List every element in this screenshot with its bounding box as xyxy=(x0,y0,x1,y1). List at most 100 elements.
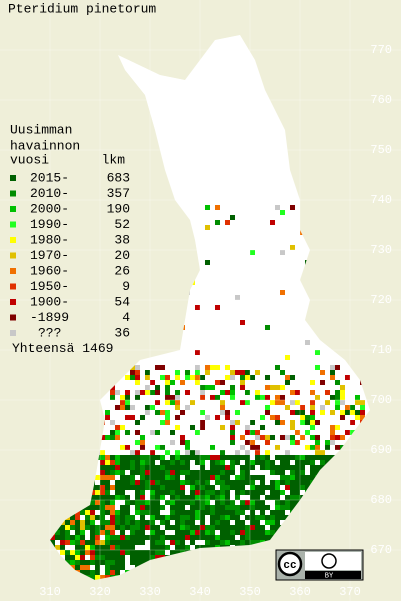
cell xyxy=(40,385,45,390)
cell xyxy=(60,565,65,570)
cell xyxy=(105,435,110,440)
cell xyxy=(245,565,250,570)
cell xyxy=(370,575,375,580)
cell xyxy=(210,475,215,480)
cell xyxy=(90,570,95,575)
cell xyxy=(225,540,230,545)
cell xyxy=(270,415,275,420)
cell xyxy=(270,495,275,500)
cell xyxy=(155,545,160,550)
cell xyxy=(115,430,120,435)
cell xyxy=(155,490,160,495)
cell xyxy=(80,475,85,480)
cell xyxy=(195,545,200,550)
cell xyxy=(220,520,225,525)
cell xyxy=(315,585,320,590)
cell xyxy=(225,535,230,540)
x-tick-label: 330 xyxy=(139,585,161,599)
cell xyxy=(185,450,190,455)
cell xyxy=(115,465,120,470)
cell xyxy=(290,400,295,405)
cell xyxy=(135,505,140,510)
cell xyxy=(360,525,365,530)
cell xyxy=(200,420,205,425)
cell xyxy=(255,555,260,560)
cell xyxy=(345,465,350,470)
cell xyxy=(360,400,365,405)
cell xyxy=(330,485,335,490)
cell xyxy=(310,485,315,490)
cell xyxy=(110,365,115,370)
cell xyxy=(230,585,235,590)
cell xyxy=(315,500,320,505)
cell xyxy=(350,545,355,550)
cell xyxy=(285,450,290,455)
cell xyxy=(80,525,85,530)
y-tick-label: 710 xyxy=(370,343,392,357)
cell xyxy=(85,550,90,555)
cell xyxy=(130,475,135,480)
cell xyxy=(180,470,185,475)
cell xyxy=(125,415,130,420)
cell xyxy=(350,420,355,425)
cell xyxy=(60,560,65,565)
cell xyxy=(65,515,70,520)
cell xyxy=(350,405,355,410)
cell xyxy=(180,490,185,495)
cell xyxy=(55,515,60,520)
cell xyxy=(245,480,250,485)
cell xyxy=(355,470,360,475)
cell xyxy=(140,570,145,575)
cell xyxy=(320,460,325,465)
cell xyxy=(265,440,270,445)
license-badge: cc BY xyxy=(275,549,364,581)
cell xyxy=(250,495,255,500)
cell xyxy=(360,490,365,495)
cell xyxy=(55,525,60,530)
cell xyxy=(110,385,115,390)
cell xyxy=(240,560,245,565)
cell xyxy=(280,585,285,590)
cell xyxy=(290,410,295,415)
x-tick-label: 360 xyxy=(289,585,311,599)
cell xyxy=(240,500,245,505)
cell xyxy=(45,525,50,530)
cell xyxy=(310,425,315,430)
legend-label: ??? xyxy=(38,325,61,340)
cell xyxy=(120,540,125,545)
cell xyxy=(370,585,375,590)
cell xyxy=(45,540,50,545)
cell xyxy=(150,535,155,540)
cell xyxy=(300,420,305,425)
legend-label: 1990- xyxy=(30,217,69,232)
cell xyxy=(55,480,60,485)
cell xyxy=(70,550,75,555)
cell xyxy=(170,515,175,520)
cell xyxy=(195,460,200,465)
cell xyxy=(250,520,255,525)
cell xyxy=(230,515,235,520)
cell xyxy=(205,485,210,490)
cell xyxy=(45,415,50,420)
cell xyxy=(170,400,175,405)
cell xyxy=(170,430,175,435)
cell xyxy=(140,460,145,465)
cell xyxy=(155,525,160,530)
cell xyxy=(190,455,195,460)
cell xyxy=(355,395,360,400)
cell xyxy=(245,390,250,395)
cell xyxy=(270,490,275,495)
legend-swatch xyxy=(10,330,16,336)
cell xyxy=(85,495,90,500)
cell xyxy=(310,390,315,395)
cell xyxy=(185,530,190,535)
cell xyxy=(195,430,200,435)
cell xyxy=(230,425,235,430)
cell xyxy=(335,365,340,370)
cell xyxy=(130,540,135,545)
cell xyxy=(110,420,115,425)
cell xyxy=(155,255,160,260)
cell xyxy=(85,540,90,545)
cell xyxy=(75,260,80,265)
cell xyxy=(190,375,195,380)
